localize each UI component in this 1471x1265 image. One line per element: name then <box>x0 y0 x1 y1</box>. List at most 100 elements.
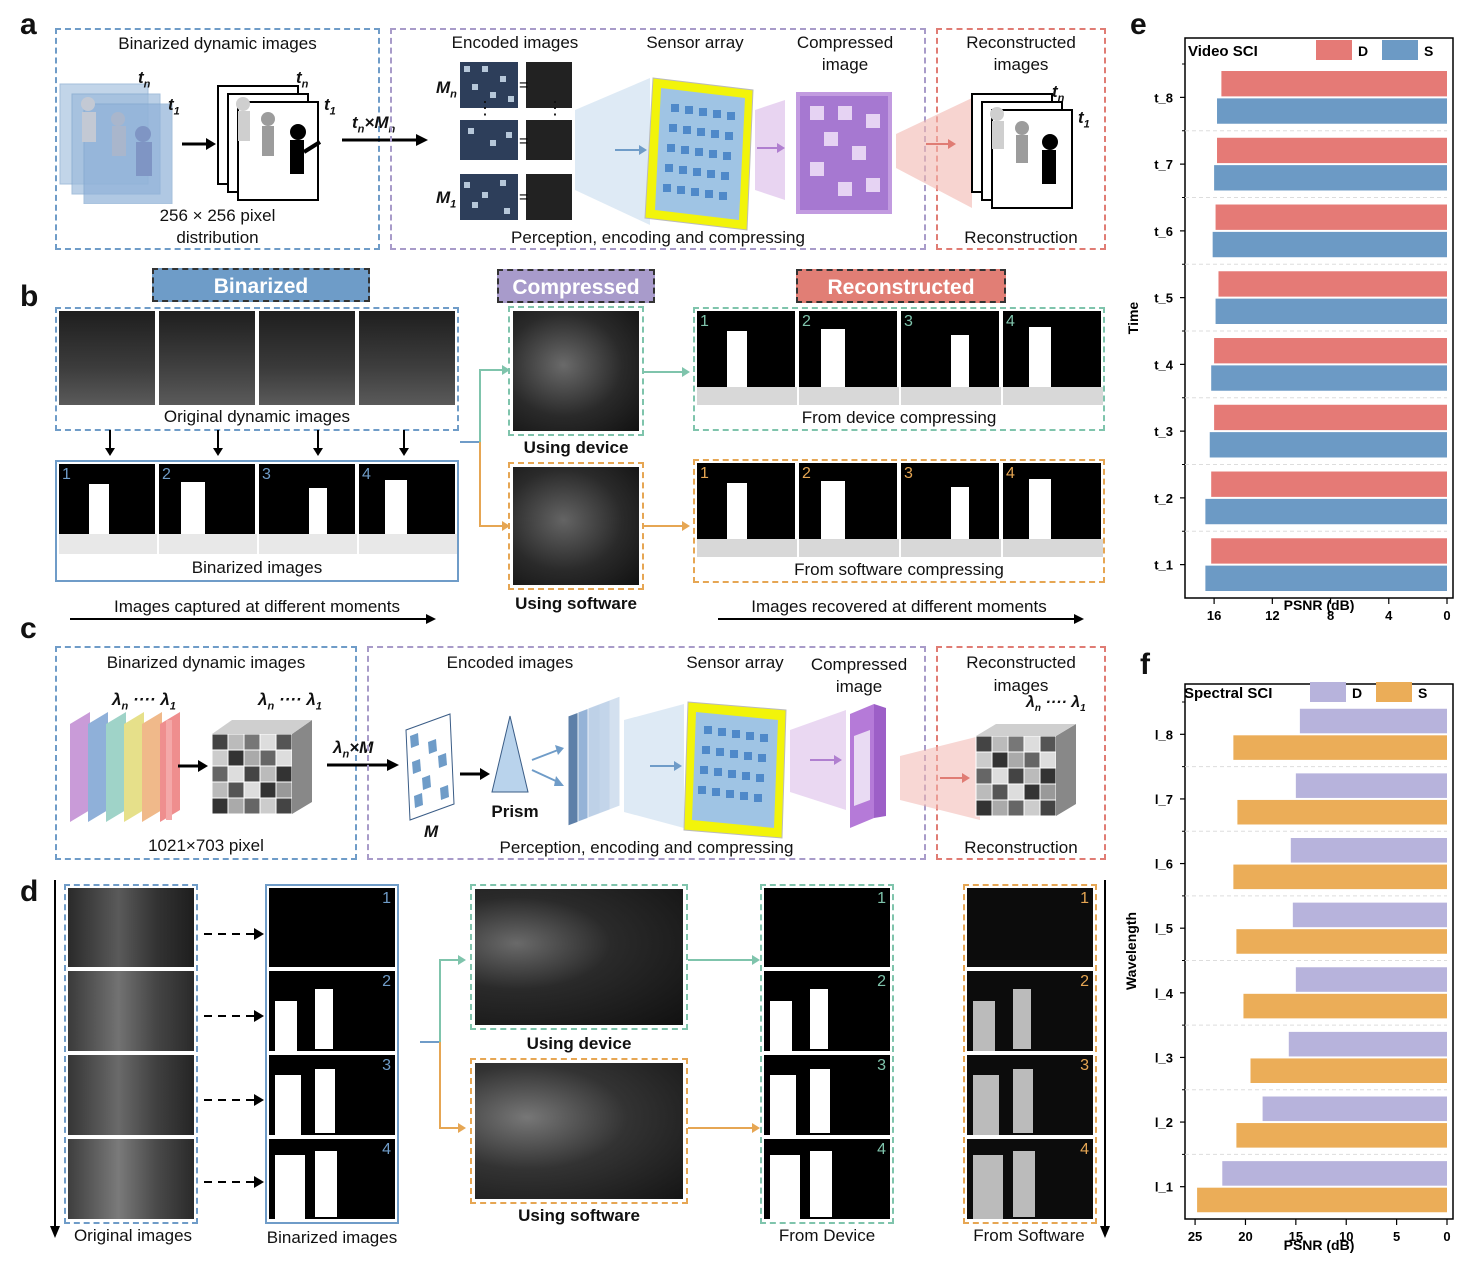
a-compressed-line1: Compressed <box>796 33 894 52</box>
a-recon-t1: t1 <box>1078 108 1090 131</box>
f-x-axis-label: PSNR (dB) <box>1284 1237 1355 1253</box>
e-chart-title: Video SCI <box>1188 43 1258 60</box>
b-rd-num-1: 1 <box>700 313 709 330</box>
c-compressed-line2: image <box>835 677 883 696</box>
b-original-caption: Original dynamic images <box>163 407 351 426</box>
d-binarized-frame-2: 2 <box>268 970 396 1052</box>
e-bar-D-t_5 <box>1218 271 1447 297</box>
e-bar-S-t_7 <box>1214 165 1447 191</box>
e-y-tick-label: t_2 <box>1154 491 1173 506</box>
d-bin-num-1: 1 <box>382 890 391 907</box>
a-t1-left: t1 <box>168 95 180 118</box>
c-binarized-box <box>55 646 357 860</box>
b-captured-arrow <box>70 614 436 624</box>
e-legend-swatch-S <box>1382 40 1418 60</box>
a-t1-right: t1 <box>324 95 336 118</box>
a-reconstructed-line1: Reconstructed <box>966 33 1076 52</box>
d-dashed-arrows <box>204 928 264 1188</box>
f-bar-S-l_8 <box>1233 735 1447 760</box>
e-y-tick-label: t_8 <box>1154 90 1173 105</box>
panel-label-c: c <box>20 612 37 645</box>
e-y-tick-label: t_7 <box>1154 157 1173 172</box>
a-binarized-illustration <box>59 83 322 204</box>
e-x-tick-label: 8 <box>1327 608 1334 620</box>
d-from-device-box <box>760 884 894 1224</box>
d-binarized-box <box>265 884 399 1224</box>
f-bar-D-l_7 <box>1295 773 1447 798</box>
f-bar-D-l_4 <box>1295 967 1447 992</box>
a-tn-right: tn <box>296 68 309 91</box>
a-pixel-line1: 256 × 256 pixel <box>159 206 276 225</box>
b-binarized-frame-4: 4 <box>358 463 457 555</box>
d-using-software: Using software <box>518 1206 640 1225</box>
b-using-device: Using device <box>523 438 629 457</box>
c-binarized-title: Binarized dynamic images <box>106 653 306 672</box>
e-y-tick-label: t_4 <box>1154 357 1174 372</box>
b-reconstructed-header: Reconstructed <box>796 269 1006 303</box>
c-dispersed-and-sensor <box>567 695 787 839</box>
f-x-tick-label: 0 <box>1443 1229 1450 1244</box>
d-device-frame-4: 4 <box>763 1138 891 1220</box>
e-y-tick-label: t_5 <box>1154 291 1173 306</box>
a-binarized-title: Binarized dynamic images <box>118 34 317 53</box>
d-original-frame-3 <box>67 1054 195 1136</box>
e-legend-label-D: D <box>1358 43 1368 59</box>
f-y-tick-label: l_6 <box>1155 857 1173 872</box>
d-left-arrow <box>50 880 60 1238</box>
f-y-tick-label: l_3 <box>1155 1050 1173 1065</box>
e-x-tick-label: 4 <box>1385 608 1393 620</box>
f-bar-S-l_5 <box>1236 929 1447 954</box>
a-dots-left: ⋮ <box>476 98 494 118</box>
a-perception-caption: Perception, encoding and compressing <box>511 228 805 247</box>
b-down-arrows <box>105 430 409 456</box>
c-prism-label: Prism <box>491 802 539 821</box>
d-original-frame-2 <box>67 970 195 1052</box>
a-reconstruction-caption: Reconstruction <box>964 228 1078 247</box>
f-bar-D-l_3 <box>1288 1031 1447 1057</box>
c-perception-caption: Perception, encoding and compressing <box>499 838 794 857</box>
d-from-device-caption: From Device <box>778 1226 876 1245</box>
e-y-tick-label: t_1 <box>1154 558 1173 573</box>
c-recon-lambda: λn ···· λ1 <box>1026 694 1086 715</box>
b-original-frame-1 <box>58 310 156 406</box>
b-recon-device-2: 2 <box>798 310 899 406</box>
b-from-software-box <box>693 459 1105 583</box>
c-reconstruction-caption: Reconstruction <box>964 838 1078 857</box>
b-binarized-box <box>55 460 459 582</box>
c-pixel-caption: 1021×703 pixel <box>148 836 264 855</box>
f-chart-title: Spectral SCI <box>1184 685 1272 702</box>
e-bar-S-t_3 <box>1209 432 1447 458</box>
c-compressed-line1: Compressed <box>810 655 908 674</box>
d-software-box <box>470 1058 688 1204</box>
b-binarized-header: Binarized <box>152 268 370 302</box>
d-sw-num-1: 1 <box>1080 890 1089 907</box>
c-multiply-arrow <box>327 759 399 771</box>
d-binarized-frame-4: 4 <box>268 1138 396 1220</box>
c-M-label: M <box>424 822 439 841</box>
d-device-frame-1: 1 <box>763 887 891 968</box>
b-recon-software-3: 3 <box>900 462 1001 558</box>
d-bin-num-4: 4 <box>382 1141 391 1158</box>
d-software-compressed-image <box>474 1062 684 1200</box>
f-y-tick-label: l_8 <box>1155 727 1173 742</box>
d-original-caption: Original images <box>73 1226 193 1245</box>
d-binarized-caption: Binarized images <box>266 1228 398 1247</box>
d-original-frame-4 <box>67 1138 195 1220</box>
a-tn-left: tn <box>138 68 151 91</box>
b-bin-num-4: 4 <box>362 466 371 483</box>
e-x-axis-label: PSNR (dB) <box>1284 597 1355 613</box>
c-reconstructed-line1: Reconstructed <box>966 653 1076 672</box>
c-reconstructed-cube <box>900 724 1076 820</box>
d-sw-num-4: 4 <box>1080 1141 1089 1158</box>
a-M1-label: M1 <box>436 188 457 211</box>
f-legend-swatch-D <box>1310 682 1346 702</box>
a-recon-tn: tn <box>1052 82 1065 105</box>
b-recon-device-4: 4 <box>1002 310 1103 406</box>
b-binarized-frame-2: 2 <box>158 463 257 555</box>
b-recovered-arrow <box>718 614 1084 624</box>
panel-label-b: b <box>20 280 39 313</box>
b-original-frame-4 <box>358 310 456 406</box>
f-x-tick-label: 15 <box>1289 1229 1303 1244</box>
e-bar-D-t_6 <box>1215 204 1447 230</box>
b-recon-device-3: 3 <box>900 310 1001 406</box>
